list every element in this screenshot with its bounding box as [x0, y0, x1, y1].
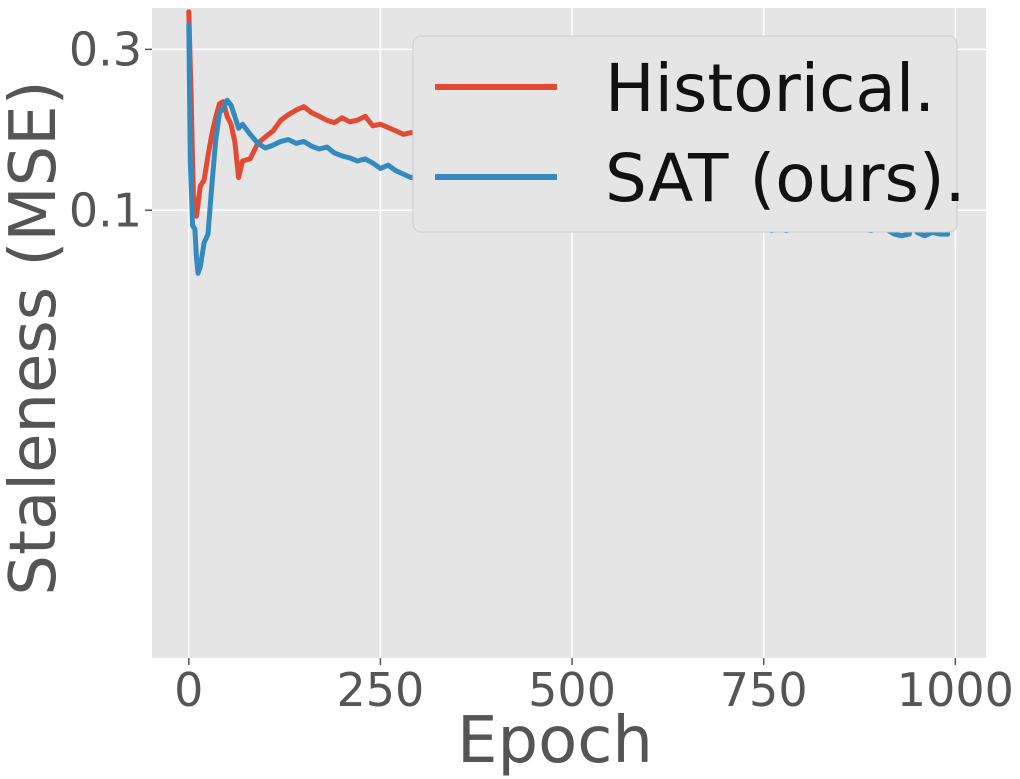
x-tick-label: 250 — [337, 663, 425, 717]
x-tick-label: 500 — [528, 663, 616, 717]
legend-label-historical: Historical. — [605, 50, 935, 127]
y-tick-label: 0.1 — [69, 183, 142, 237]
legend-label-sat: SAT (ours). — [605, 140, 966, 217]
y-axis-label: Staleness (MSE) — [0, 80, 71, 595]
legend: Historical. SAT (ours). — [412, 35, 966, 233]
x-axis-ticks: 0 250 500 750 1000 — [174, 658, 1014, 717]
x-axis-label: Epoch — [457, 704, 653, 778]
x-tick-label: 1000 — [897, 663, 1014, 717]
x-tick-label: 0 — [174, 663, 203, 717]
y-tick-label: 0.3 — [69, 22, 142, 76]
x-tick-label: 750 — [720, 663, 808, 717]
y-axis-ticks: 0.1 0.3 — [69, 22, 152, 237]
